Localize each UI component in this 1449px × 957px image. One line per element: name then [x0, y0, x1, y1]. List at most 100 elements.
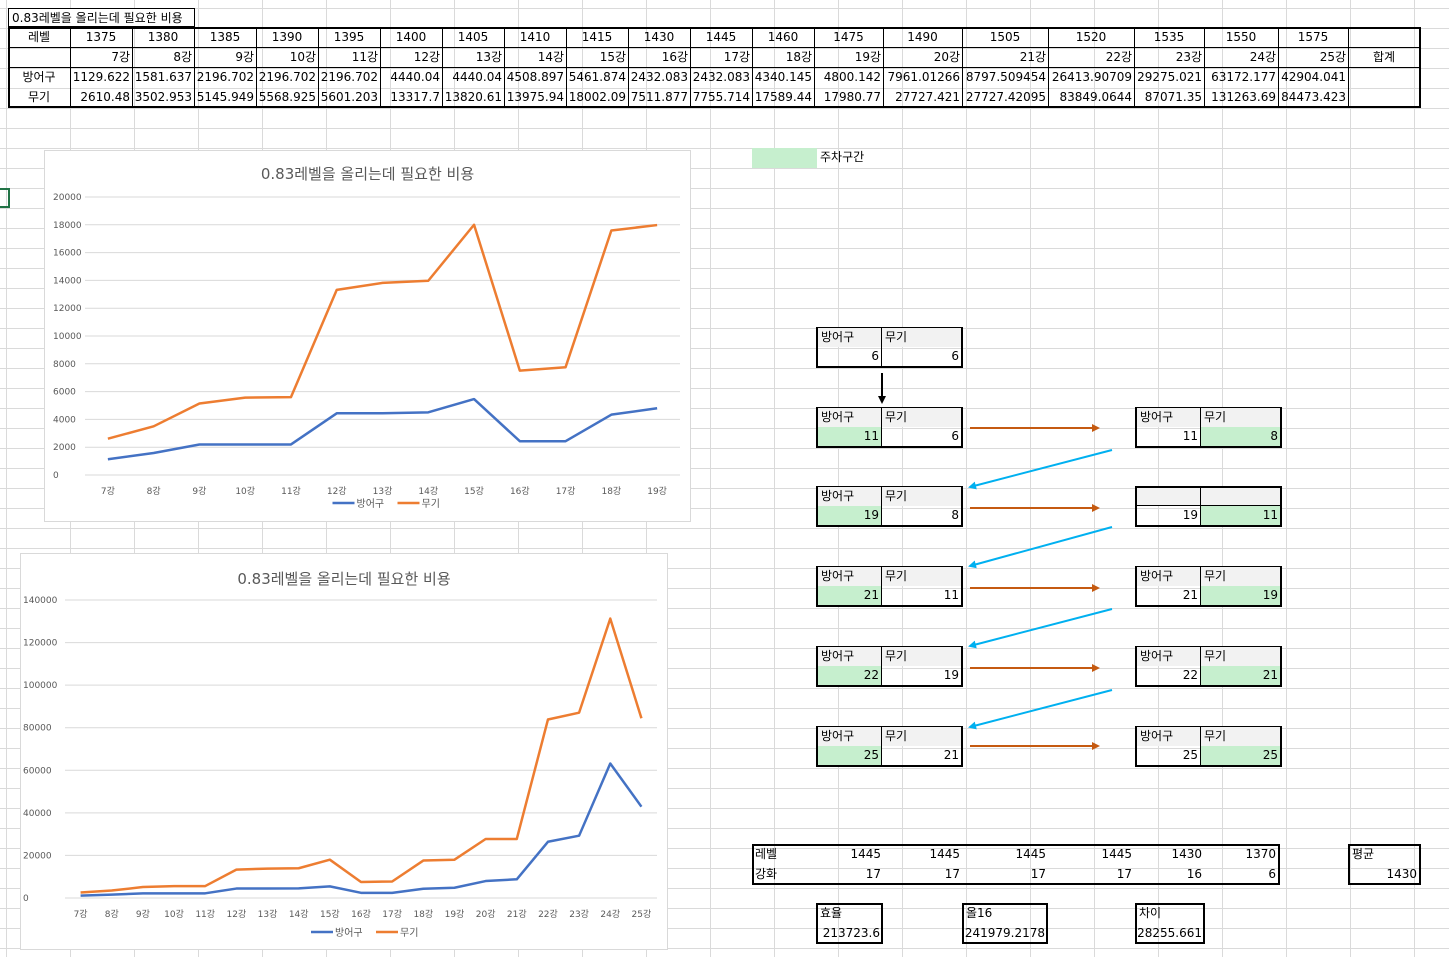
armor-cost-cell[interactable]: 4800.142: [823, 70, 881, 84]
weapon-cost-cell[interactable]: 5145.949: [196, 90, 254, 104]
level-cell[interactable]: 1460: [767, 30, 799, 44]
level-cell[interactable]: 1490: [907, 30, 938, 44]
enhance-cell[interactable]: 16강: [661, 50, 688, 64]
flow-header-weapon[interactable]: 무기: [1201, 408, 1280, 427]
enhance-cell[interactable]: 9강: [235, 50, 254, 64]
weapon-cost-cell[interactable]: 17980.77: [823, 90, 881, 104]
weapon-cost-cell[interactable]: 5601.203: [320, 90, 378, 104]
level-cell[interactable]: 1575: [1297, 30, 1329, 44]
armor-cost-cell[interactable]: 4440.04: [452, 70, 502, 84]
summary-enh-cell[interactable]: 17: [1030, 867, 1046, 881]
weapon-cost-cell[interactable]: 7755.714: [692, 90, 750, 104]
flow-value-weapon[interactable]: 19: [1201, 586, 1280, 605]
weapon-cost-cell[interactable]: 13317.7: [390, 90, 440, 104]
summary-enh-cell[interactable]: 6: [1268, 867, 1276, 881]
level-cell[interactable]: 1520: [1075, 30, 1107, 44]
weapon-cost-cell[interactable]: 7511.877: [630, 90, 688, 104]
flow-header-armor[interactable]: 방어구: [818, 567, 881, 586]
armor-cost-cell[interactable]: 5461.874: [568, 70, 626, 84]
flow-value-armor[interactable]: 22: [1182, 668, 1198, 682]
diff-label[interactable]: 차이: [1139, 906, 1162, 920]
summary-enh-cell[interactable]: 17: [865, 867, 881, 881]
flow-value-armor[interactable]: 11: [818, 427, 881, 446]
armor-cost-cell[interactable]: 2432.083: [630, 70, 688, 84]
level-cell[interactable]: 1395: [333, 30, 365, 44]
summary-level-cell[interactable]: 1370: [1245, 847, 1276, 861]
level-cell[interactable]: 1410: [519, 30, 551, 44]
flow-header-weapon[interactable]: 무기: [1201, 567, 1280, 586]
enhance-cell[interactable]: 25강: [1319, 50, 1346, 64]
level-cell[interactable]: 1375: [85, 30, 117, 44]
active-cell-indicator[interactable]: [0, 188, 10, 208]
weapon-cost-cell[interactable]: 2610.48: [80, 90, 130, 104]
enhance-cell[interactable]: 10강: [289, 50, 316, 64]
enhance-cell[interactable]: 20강: [933, 50, 960, 64]
weapon-cost-cell[interactable]: 5568.925: [258, 90, 316, 104]
chart-2[interactable]: 0.83레벨을 올리는데 필요한 비용 0 20000 40000 60000 8000…: [20, 553, 668, 950]
summary-level-cell[interactable]: 1445: [1101, 847, 1132, 861]
avg-value[interactable]: 1430: [1386, 867, 1417, 881]
weapon-cost-cell[interactable]: 83849.0644: [1059, 90, 1132, 104]
armor-cost-cell[interactable]: 63172.177: [1211, 70, 1276, 84]
armor-cost-cell[interactable]: 26413.90709: [1051, 70, 1132, 84]
armor-cost-cell[interactable]: 7961.01266: [887, 70, 960, 84]
flow-value-weapon[interactable]: 11: [1201, 506, 1280, 525]
chart-1[interactable]: 0.83레벨을 올리는데 필요한 비용 0 2000 4000 6000 8000 100…: [44, 150, 691, 522]
flow-header-armor[interactable]: 방어구: [818, 487, 881, 506]
flow-header-armor[interactable]: 방어구: [818, 408, 881, 427]
level-cell[interactable]: 1380: [147, 30, 179, 44]
level-cell[interactable]: 1445: [705, 30, 737, 44]
series-weapon-line[interactable]: [80, 617, 643, 894]
flow-value-armor[interactable]: 22: [818, 666, 881, 685]
flow-header-weapon[interactable]: 무기: [882, 647, 961, 666]
enhance-cell[interactable]: 19강: [854, 50, 881, 64]
weapon-cost-cell[interactable]: 13975.94: [506, 90, 564, 104]
flow-header-armor[interactable]: 방어구: [1137, 408, 1200, 427]
enhance-cell[interactable]: 14강: [537, 50, 564, 64]
flow-value-weapon[interactable]: 8: [1201, 427, 1280, 446]
enhance-cell[interactable]: 7강: [111, 50, 130, 64]
all16-value[interactable]: 241979.2178: [964, 926, 1045, 940]
summary-enh-cell[interactable]: 17: [1116, 867, 1132, 881]
avg-label[interactable]: 평균: [1352, 847, 1375, 861]
sheet-title-cell[interactable]: 0.83레벨을 올리는데 필요한 비용: [8, 8, 195, 27]
weapon-cost-cell[interactable]: 18002.09: [568, 90, 626, 104]
enhance-cell[interactable]: 13강: [475, 50, 502, 64]
flow-value-armor[interactable]: 21: [1182, 588, 1198, 602]
weapon-cost-cell[interactable]: 84473.423: [1281, 90, 1346, 104]
enhance-cell[interactable]: 24강: [1249, 50, 1276, 64]
armor-cost-cell[interactable]: 4440.04: [390, 70, 440, 84]
flow-header-armor[interactable]: 방어구: [1137, 647, 1200, 666]
level-cell[interactable]: 1405: [457, 30, 489, 44]
enhance-cell[interactable]: 8강: [173, 50, 192, 64]
armor-cost-cell[interactable]: 2196.702: [196, 70, 254, 84]
diff-value[interactable]: 28255.661: [1137, 926, 1202, 940]
flow-header-armor[interactable]: 방어구: [818, 727, 881, 746]
enhance-cell[interactable]: 23강: [1175, 50, 1202, 64]
enhance-cell[interactable]: 21강: [1019, 50, 1046, 64]
summary-level-cell[interactable]: 1445: [929, 847, 960, 861]
enhance-cell[interactable]: 22강: [1105, 50, 1132, 64]
summary-enh-cell[interactable]: 16: [1186, 867, 1202, 881]
flow-header-armor[interactable]: 방어구: [818, 328, 881, 347]
flow-value-weapon[interactable]: 6: [951, 429, 959, 443]
armor-cost-cell[interactable]: 1581.637: [134, 70, 192, 84]
armor-cost-cell[interactable]: 29275.021: [1137, 70, 1202, 84]
enhance-cell[interactable]: 11강: [351, 50, 378, 64]
flow-value-armor[interactable]: 6: [871, 349, 879, 363]
armor-cost-cell[interactable]: 2432.083: [692, 70, 750, 84]
flow-header-weapon[interactable]: 무기: [1201, 727, 1280, 746]
eff-label[interactable]: 효율: [820, 906, 843, 920]
enhance-cell[interactable]: 17강: [723, 50, 750, 64]
summary-label-enh[interactable]: 강화: [755, 867, 778, 881]
weapon-cost-cell[interactable]: 87071.35: [1144, 90, 1202, 104]
level-cell[interactable]: 1430: [643, 30, 675, 44]
level-cell[interactable]: 1390: [271, 30, 303, 44]
eff-value[interactable]: 213723.6: [822, 926, 880, 940]
enhance-cell[interactable]: 12강: [413, 50, 440, 64]
flow-value-weapon[interactable]: 21: [943, 748, 959, 762]
weapon-cost-cell[interactable]: 131263.69: [1211, 90, 1276, 104]
series-armor-line[interactable]: [80, 762, 643, 897]
summary-label-level[interactable]: 레벨: [755, 847, 778, 861]
armor-cost-cell[interactable]: 4508.897: [506, 70, 564, 84]
